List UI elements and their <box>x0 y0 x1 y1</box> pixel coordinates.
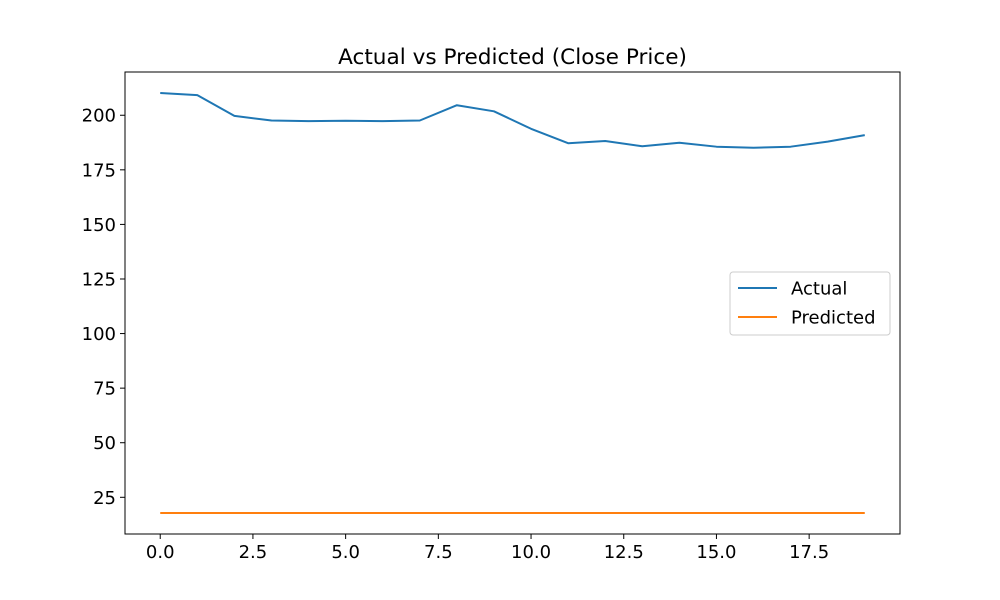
y-tick-label: 200 <box>82 106 116 127</box>
legend-label-predicted: Predicted <box>791 308 876 329</box>
x-tick-label: 7.5 <box>424 542 453 563</box>
x-tick-label: 12.5 <box>604 542 644 563</box>
series-line-actual <box>160 91 865 149</box>
x-tick-label: 2.5 <box>239 542 268 563</box>
x-tick-label: 17.5 <box>789 542 829 563</box>
y-tick-label: 25 <box>93 488 116 509</box>
legend-label-actual: Actual <box>791 279 847 300</box>
y-tick-label: 100 <box>82 324 116 345</box>
x-tick-label: 5.0 <box>331 542 360 563</box>
y-tick-label: 125 <box>82 269 116 290</box>
y-tick-label: 50 <box>93 433 116 454</box>
legend: Actual Predicted <box>729 271 891 336</box>
x-tick-label: 15.0 <box>696 542 736 563</box>
x-tick-label: 0.0 <box>146 542 175 563</box>
chart-title: Actual vs Predicted (Close Price) <box>338 45 687 70</box>
y-tick-label: 150 <box>82 215 116 236</box>
y-tick-label: 175 <box>82 160 116 181</box>
x-tick-label: 10.0 <box>511 542 551 563</box>
plot-frame <box>124 71 901 535</box>
y-tick-label: 75 <box>93 379 116 400</box>
plot-area: 0.0 2.5 5.0 7.5 10.0 12.5 15.0 17.5 25 50 75 100 125… <box>82 71 901 563</box>
